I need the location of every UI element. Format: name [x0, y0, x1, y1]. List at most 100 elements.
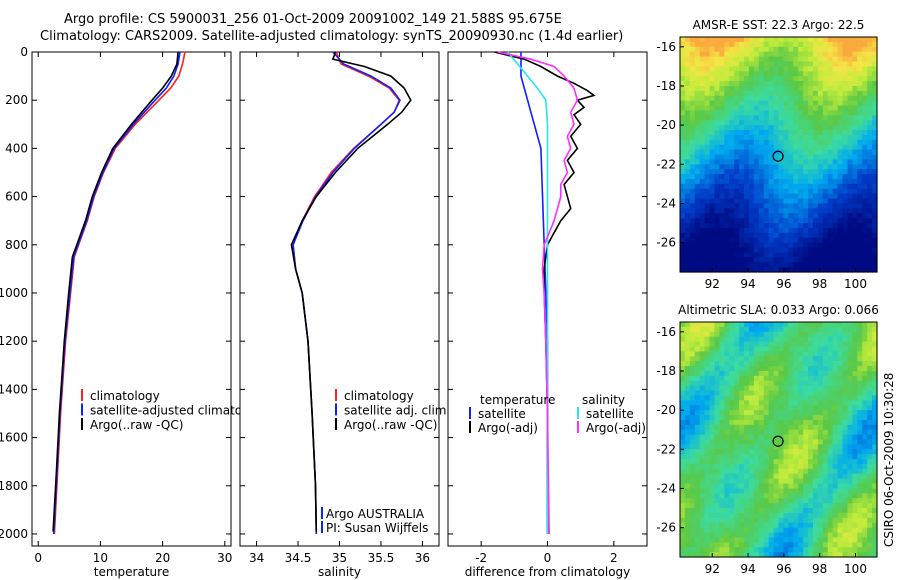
map-cell: [689, 380, 696, 387]
map-cell: [694, 232, 701, 239]
map-cell: [793, 218, 799, 224]
map-cell: [694, 252, 701, 258]
map-cell: [729, 51, 735, 58]
map-cell: [689, 95, 696, 102]
map-cell: [872, 242, 878, 249]
map-cell: [812, 483, 819, 490]
map-cell: [867, 56, 873, 63]
map-cell: [822, 488, 829, 494]
map-cell: [699, 468, 706, 475]
map-cell: [783, 552, 789, 558]
map-cell: [724, 552, 730, 558]
map-cell: [808, 227, 814, 234]
map-cell: [763, 468, 770, 475]
map-cell: [778, 356, 785, 362]
map-cell: [822, 85, 829, 92]
map-cell: [734, 415, 740, 421]
map-cell: [729, 169, 735, 175]
map-cell: [719, 449, 725, 455]
map-cell: [684, 125, 691, 131]
map-cell: [729, 110, 735, 116]
map-cell: [808, 115, 814, 121]
map-cell: [822, 439, 829, 445]
y-tick-label: 0: [20, 45, 28, 59]
map-cell: [753, 370, 760, 377]
map-cell: [783, 522, 789, 529]
map-cell: [719, 434, 725, 441]
map-cell: [817, 213, 824, 219]
map-cell: [837, 478, 844, 485]
map-cell: [758, 478, 765, 485]
map-cell: [704, 419, 711, 426]
map-cell: [817, 361, 824, 367]
map-cell: [798, 351, 804, 357]
map-cell: [862, 41, 868, 48]
map-cell: [778, 405, 785, 411]
map-cell: [694, 178, 701, 185]
map-cell: [798, 361, 804, 367]
map-cell: [827, 105, 834, 112]
map-cell: [867, 429, 873, 436]
map-cell: [694, 90, 701, 97]
map-cell: [783, 193, 789, 200]
map-cell: [847, 463, 853, 470]
map-cell: [744, 154, 750, 160]
map-cell: [753, 56, 760, 63]
map-cell: [684, 366, 691, 372]
map-cell: [724, 159, 730, 165]
map-cell: [724, 463, 730, 470]
map-cell: [827, 508, 834, 514]
map-cell: [744, 532, 750, 539]
map-cell: [748, 415, 755, 421]
map-cell: [773, 193, 780, 200]
map-cell: [724, 326, 730, 333]
map-cell: [709, 213, 716, 219]
map-cell: [768, 169, 775, 175]
map-cell: [812, 208, 819, 214]
map-cell: [719, 139, 725, 146]
map-cell: [724, 144, 730, 151]
map-cell: [778, 95, 785, 102]
map-cell: [837, 169, 844, 175]
map-cell: [788, 498, 794, 504]
map-cell: [783, 41, 789, 48]
map-cell: [739, 444, 745, 450]
map-cell: [719, 100, 725, 107]
map-cell: [798, 478, 804, 485]
map-cell: [753, 346, 760, 352]
map-cell: [714, 522, 720, 529]
map-cell: [798, 105, 804, 112]
map-cell: [822, 532, 829, 539]
map-cell: [704, 61, 711, 67]
map-cell: [744, 139, 750, 146]
map-cell: [763, 419, 770, 426]
map-cell: [699, 449, 706, 455]
map-cell: [852, 370, 858, 377]
map-cell: [739, 380, 745, 387]
map-cell: [734, 247, 740, 254]
map-cell: [709, 227, 716, 234]
map-cell: [803, 61, 809, 67]
map-cell: [719, 424, 725, 431]
map-cell: [714, 493, 720, 499]
map-cell: [783, 322, 789, 328]
map-cell: [753, 223, 760, 229]
map-cell: [793, 532, 799, 539]
map-cell: [832, 267, 839, 273]
map-cell: [857, 134, 863, 141]
map-cell: [753, 105, 760, 112]
map-cell: [744, 174, 750, 180]
map-cell: [822, 454, 829, 460]
map-cell: [709, 547, 716, 553]
map-cell: [719, 149, 725, 156]
map-cell: [852, 512, 858, 519]
map-cell: [842, 459, 849, 465]
map-cell: [857, 125, 863, 131]
map-cell: [852, 380, 858, 387]
map-cell: [729, 351, 735, 357]
map-cell: [694, 361, 701, 367]
map-cell: [788, 198, 794, 205]
map-cell: [768, 361, 775, 367]
map-cell: [842, 547, 849, 553]
map-cell: [803, 380, 809, 387]
